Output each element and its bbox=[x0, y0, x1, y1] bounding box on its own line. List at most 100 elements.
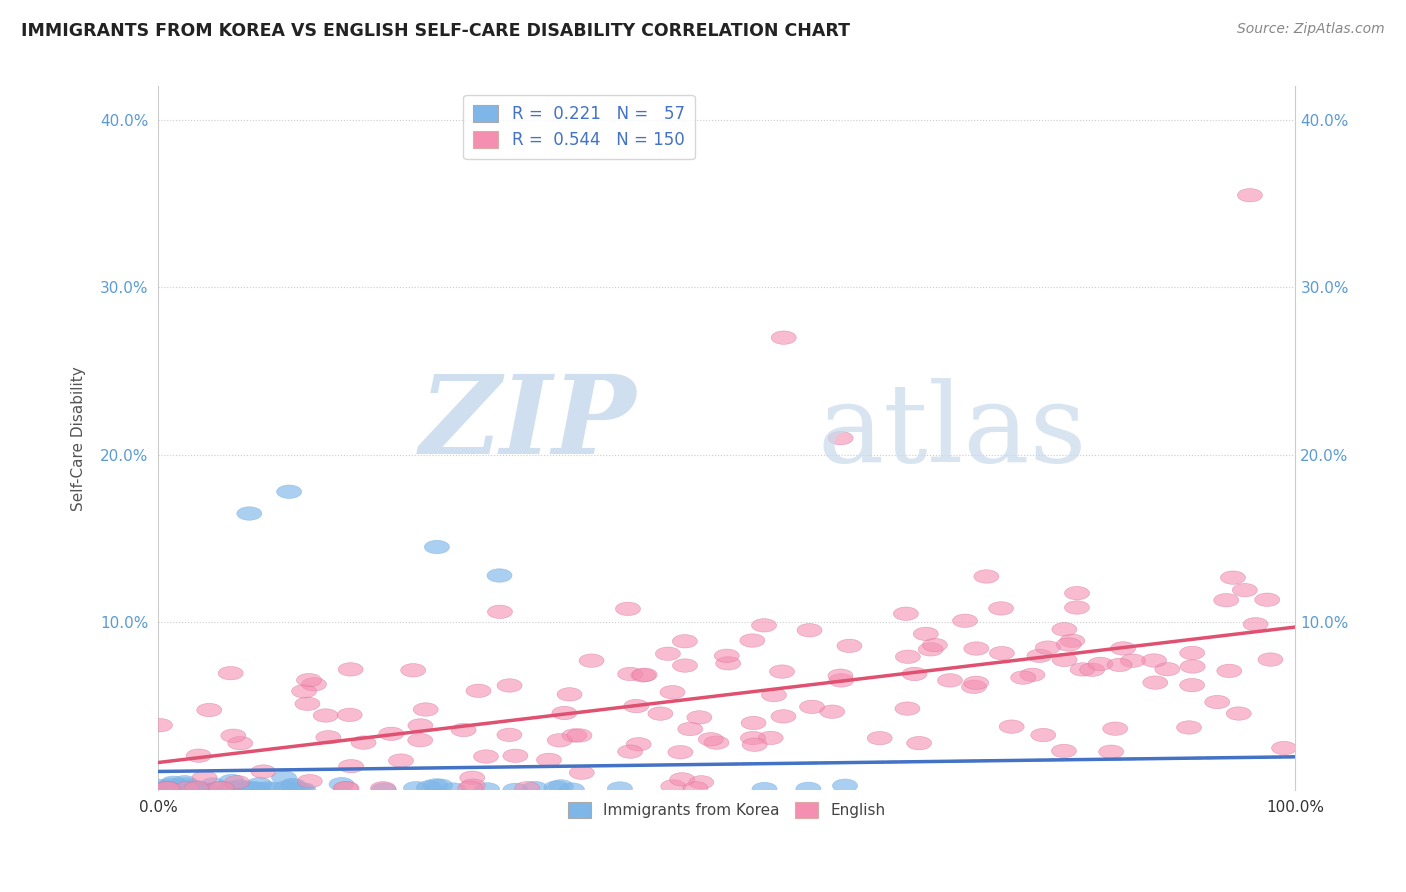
Ellipse shape bbox=[475, 782, 499, 796]
Ellipse shape bbox=[503, 783, 527, 797]
Ellipse shape bbox=[458, 781, 482, 795]
Ellipse shape bbox=[291, 782, 316, 796]
Ellipse shape bbox=[404, 781, 429, 795]
Ellipse shape bbox=[752, 619, 776, 632]
Ellipse shape bbox=[219, 774, 245, 788]
Ellipse shape bbox=[523, 781, 547, 795]
Ellipse shape bbox=[922, 639, 948, 652]
Ellipse shape bbox=[297, 774, 322, 788]
Ellipse shape bbox=[274, 781, 298, 795]
Ellipse shape bbox=[194, 783, 219, 797]
Ellipse shape bbox=[837, 640, 862, 653]
Ellipse shape bbox=[1243, 617, 1268, 631]
Ellipse shape bbox=[661, 780, 686, 793]
Ellipse shape bbox=[1216, 665, 1241, 678]
Ellipse shape bbox=[631, 669, 655, 682]
Ellipse shape bbox=[408, 733, 433, 747]
Ellipse shape bbox=[314, 709, 339, 723]
Ellipse shape bbox=[460, 771, 485, 784]
Ellipse shape bbox=[769, 665, 794, 678]
Ellipse shape bbox=[828, 432, 853, 445]
Ellipse shape bbox=[1213, 593, 1239, 607]
Ellipse shape bbox=[427, 779, 453, 792]
Ellipse shape bbox=[820, 705, 845, 718]
Ellipse shape bbox=[579, 654, 605, 667]
Ellipse shape bbox=[963, 642, 988, 656]
Ellipse shape bbox=[1271, 741, 1296, 755]
Ellipse shape bbox=[914, 627, 938, 640]
Ellipse shape bbox=[262, 782, 287, 796]
Ellipse shape bbox=[186, 749, 211, 763]
Ellipse shape bbox=[800, 700, 824, 714]
Ellipse shape bbox=[1060, 634, 1085, 648]
Ellipse shape bbox=[672, 634, 697, 648]
Ellipse shape bbox=[1220, 571, 1246, 584]
Ellipse shape bbox=[1232, 583, 1257, 597]
Ellipse shape bbox=[617, 667, 643, 681]
Ellipse shape bbox=[240, 782, 266, 796]
Ellipse shape bbox=[567, 729, 592, 742]
Ellipse shape bbox=[193, 771, 217, 784]
Ellipse shape bbox=[1107, 658, 1132, 672]
Ellipse shape bbox=[316, 731, 340, 744]
Ellipse shape bbox=[1019, 668, 1045, 681]
Ellipse shape bbox=[907, 737, 932, 750]
Y-axis label: Self-Care Disability: Self-Care Disability bbox=[72, 366, 86, 510]
Ellipse shape bbox=[1226, 706, 1251, 720]
Ellipse shape bbox=[288, 783, 314, 797]
Ellipse shape bbox=[174, 781, 200, 795]
Ellipse shape bbox=[1000, 720, 1024, 733]
Ellipse shape bbox=[226, 780, 252, 793]
Ellipse shape bbox=[474, 750, 499, 764]
Ellipse shape bbox=[893, 607, 918, 621]
Text: Source: ZipAtlas.com: Source: ZipAtlas.com bbox=[1237, 22, 1385, 37]
Ellipse shape bbox=[280, 779, 305, 792]
Ellipse shape bbox=[184, 781, 209, 795]
Ellipse shape bbox=[460, 779, 485, 792]
Ellipse shape bbox=[678, 723, 703, 736]
Ellipse shape bbox=[148, 780, 173, 793]
Ellipse shape bbox=[378, 727, 404, 740]
Ellipse shape bbox=[553, 706, 576, 720]
Ellipse shape bbox=[988, 602, 1014, 615]
Ellipse shape bbox=[225, 775, 250, 789]
Ellipse shape bbox=[952, 614, 977, 627]
Ellipse shape bbox=[963, 676, 988, 690]
Ellipse shape bbox=[624, 699, 648, 713]
Ellipse shape bbox=[797, 624, 823, 637]
Ellipse shape bbox=[742, 738, 768, 751]
Ellipse shape bbox=[762, 689, 786, 702]
Ellipse shape bbox=[242, 782, 267, 796]
Ellipse shape bbox=[1205, 696, 1230, 709]
Text: atlas: atlas bbox=[818, 377, 1087, 484]
Ellipse shape bbox=[544, 780, 569, 794]
Text: ZIP: ZIP bbox=[419, 370, 636, 478]
Ellipse shape bbox=[607, 781, 633, 795]
Ellipse shape bbox=[250, 764, 276, 778]
Ellipse shape bbox=[1031, 729, 1056, 742]
Ellipse shape bbox=[401, 664, 426, 677]
Ellipse shape bbox=[1098, 745, 1123, 758]
Ellipse shape bbox=[962, 680, 987, 693]
Ellipse shape bbox=[295, 698, 321, 711]
Ellipse shape bbox=[271, 771, 297, 784]
Ellipse shape bbox=[413, 703, 439, 716]
Ellipse shape bbox=[172, 782, 197, 796]
Ellipse shape bbox=[488, 605, 512, 618]
Ellipse shape bbox=[416, 780, 441, 794]
Ellipse shape bbox=[1026, 649, 1052, 663]
Ellipse shape bbox=[166, 780, 191, 793]
Ellipse shape bbox=[868, 731, 893, 745]
Ellipse shape bbox=[1180, 660, 1205, 673]
Ellipse shape bbox=[180, 780, 205, 793]
Ellipse shape bbox=[337, 708, 363, 722]
Ellipse shape bbox=[1102, 722, 1128, 735]
Ellipse shape bbox=[616, 602, 641, 615]
Ellipse shape bbox=[796, 782, 821, 796]
Ellipse shape bbox=[938, 673, 963, 687]
Ellipse shape bbox=[894, 702, 920, 715]
Ellipse shape bbox=[1035, 640, 1060, 655]
Ellipse shape bbox=[974, 570, 998, 583]
Legend: Immigrants from Korea, English: Immigrants from Korea, English bbox=[562, 797, 891, 824]
Ellipse shape bbox=[560, 783, 585, 797]
